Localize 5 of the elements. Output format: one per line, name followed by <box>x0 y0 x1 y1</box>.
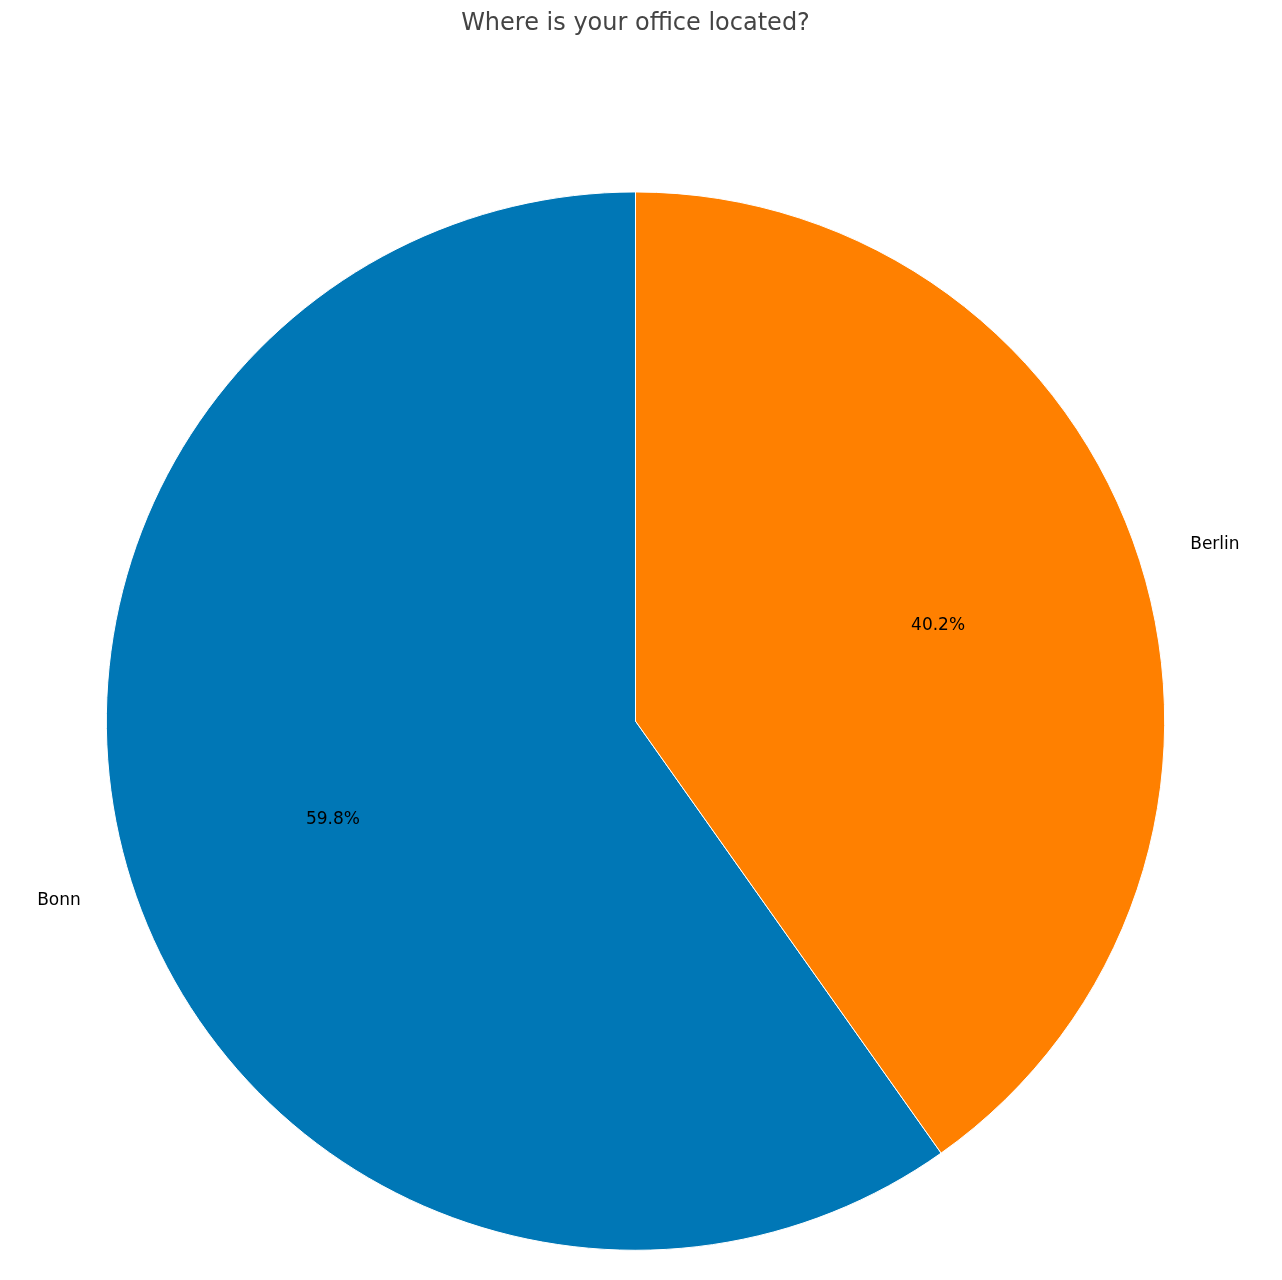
data-label: 40.2% <box>911 614 966 635</box>
chart-title: Where is your office located? <box>461 7 810 36</box>
slice-label: Berlin <box>1190 533 1240 554</box>
slice-label: Bonn <box>37 888 81 909</box>
data-label: 59.8% <box>305 808 360 829</box>
